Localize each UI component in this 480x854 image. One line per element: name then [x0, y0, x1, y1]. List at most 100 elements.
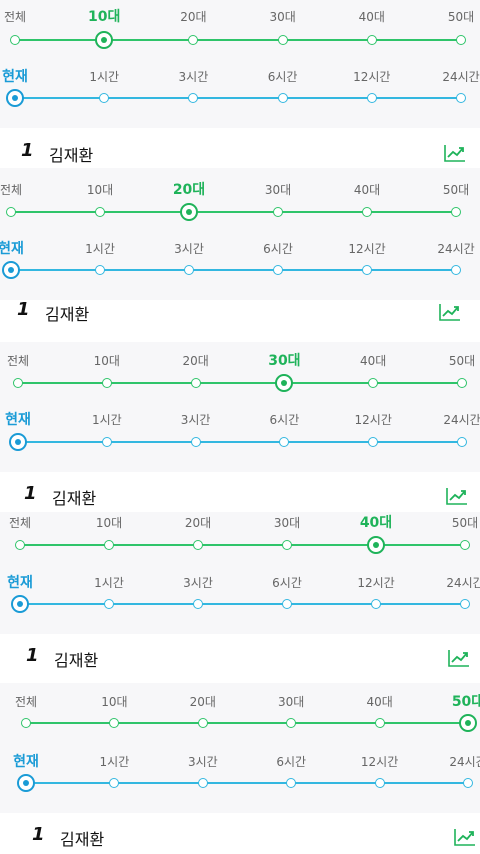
time-slider-track[interactable] [11, 269, 456, 271]
time-stop-dot[interactable] [188, 93, 199, 103]
age-stop-dot[interactable] [456, 35, 466, 45]
time-option-label[interactable]: 3시간 [180, 413, 211, 427]
time-option-label[interactable]: 24시간 [449, 755, 480, 769]
age-selected-knob[interactable] [180, 203, 198, 221]
time-option-label[interactable]: 현재 [13, 754, 39, 770]
time-stop-dot[interactable] [277, 93, 288, 103]
trend-chart-icon[interactable] [446, 487, 468, 505]
trend-chart-icon[interactable] [444, 144, 466, 162]
time-stop-dot[interactable] [456, 93, 466, 103]
age-stop-dot[interactable] [15, 540, 25, 550]
age-stop-dot[interactable] [277, 35, 288, 45]
age-stop-dot[interactable] [273, 207, 283, 217]
time-stop-dot[interactable] [197, 778, 208, 788]
time-option-label[interactable]: 1시간 [99, 755, 130, 769]
age-option-label[interactable]: 50대 [442, 183, 470, 197]
keyword-name[interactable]: 김재환 [60, 830, 105, 849]
time-option-label[interactable]: 6시간 [269, 413, 300, 427]
keyword-name[interactable]: 김재환 [54, 651, 99, 670]
age-option-label[interactable]: 40대 [360, 354, 387, 368]
time-stop-dot[interactable] [374, 778, 385, 788]
time-option-label[interactable]: 3시간 [183, 576, 213, 590]
time-stop-dot[interactable] [104, 599, 114, 609]
time-option-label[interactable]: 24시간 [446, 576, 480, 590]
age-stop-dot[interactable] [193, 540, 203, 550]
time-option-label[interactable]: 6시간 [272, 576, 302, 590]
age-stop-dot[interactable] [451, 207, 461, 217]
time-selected-knob[interactable] [9, 433, 27, 451]
age-stop-dot[interactable] [368, 378, 379, 388]
age-selected-knob[interactable] [275, 374, 294, 392]
time-option-label[interactable]: 6시간 [263, 242, 293, 256]
age-stop-dot[interactable] [95, 207, 105, 217]
age-option-label[interactable]: 40대 [366, 695, 393, 709]
trend-chart-icon[interactable] [448, 649, 470, 667]
time-stop-dot[interactable] [273, 265, 283, 275]
age-stop-dot[interactable] [104, 540, 114, 550]
time-option-label[interactable]: 24시간 [442, 70, 480, 84]
age-option-label[interactable]: 전체 [14, 695, 38, 709]
age-stop-dot[interactable] [13, 378, 23, 388]
time-option-label[interactable]: 현재 [7, 575, 33, 591]
time-selected-knob[interactable] [11, 595, 29, 613]
time-option-label[interactable]: 현재 [2, 69, 28, 85]
age-option-label[interactable]: 20대 [182, 354, 209, 368]
age-stop-dot[interactable] [10, 35, 20, 45]
age-stop-dot[interactable] [190, 378, 201, 388]
time-selected-knob[interactable] [2, 261, 20, 279]
time-option-label[interactable]: 3시간 [178, 70, 209, 84]
age-slider-track[interactable] [26, 722, 468, 724]
time-option-label[interactable]: 3시간 [174, 242, 204, 256]
age-slider-track[interactable] [15, 39, 461, 41]
age-stop-dot[interactable] [101, 378, 112, 388]
time-stop-dot[interactable] [101, 437, 112, 447]
age-selected-knob[interactable] [459, 714, 477, 732]
age-stop-dot[interactable] [6, 207, 16, 217]
age-option-label[interactable]: 20대 [184, 516, 212, 530]
age-stop-dot[interactable] [282, 540, 292, 550]
age-option-label[interactable]: 10대 [95, 516, 123, 530]
time-option-label[interactable]: 6시간 [276, 755, 307, 769]
age-stop-dot[interactable] [286, 718, 297, 728]
time-stop-dot[interactable] [460, 599, 470, 609]
time-stop-dot[interactable] [184, 265, 194, 275]
time-option-label[interactable]: 24시간 [443, 413, 480, 427]
keyword-name[interactable]: 김재환 [52, 489, 97, 508]
age-option-label[interactable]: 10대 [101, 695, 128, 709]
time-option-label[interactable]: 1시간 [89, 70, 120, 84]
time-selected-knob[interactable] [6, 89, 24, 107]
age-option-label[interactable]: 50대 [451, 694, 480, 710]
age-option-label[interactable]: 20대 [172, 182, 206, 198]
time-option-label[interactable]: 24시간 [437, 242, 475, 256]
age-stop-dot[interactable] [188, 35, 199, 45]
time-stop-dot[interactable] [190, 437, 201, 447]
time-option-label[interactable]: 현재 [5, 412, 31, 428]
time-stop-dot[interactable] [109, 778, 120, 788]
age-option-label[interactable]: 30대 [268, 353, 301, 369]
time-option-label[interactable]: 1시간 [85, 242, 115, 256]
time-stop-dot[interactable] [95, 265, 105, 275]
trend-chart-icon[interactable] [454, 828, 476, 846]
time-stop-dot[interactable] [366, 93, 377, 103]
age-selected-knob[interactable] [367, 536, 385, 554]
time-stop-dot[interactable] [451, 265, 461, 275]
time-stop-dot[interactable] [279, 437, 290, 447]
age-slider-track[interactable] [20, 544, 465, 546]
keyword-name[interactable]: 김재환 [45, 305, 90, 324]
time-option-label[interactable]: 12시간 [353, 70, 391, 84]
time-option-label[interactable]: 12시간 [360, 755, 399, 769]
age-option-label[interactable]: 30대 [278, 695, 305, 709]
time-option-label[interactable]: 12시간 [348, 242, 386, 256]
age-option-label[interactable]: 전체 [8, 516, 32, 530]
time-option-label[interactable]: 3시간 [187, 755, 218, 769]
age-option-label[interactable]: 전체 [0, 183, 23, 197]
age-option-label[interactable]: 20대 [189, 695, 216, 709]
age-option-label[interactable]: 10대 [93, 354, 120, 368]
age-option-label[interactable]: 50대 [447, 10, 475, 24]
age-stop-dot[interactable] [457, 378, 467, 388]
time-slider-track[interactable] [20, 603, 465, 605]
time-stop-dot[interactable] [193, 599, 203, 609]
age-option-label[interactable]: 50대 [451, 516, 479, 530]
age-option-label[interactable]: 10대 [86, 183, 114, 197]
age-slider-track[interactable] [18, 382, 462, 384]
